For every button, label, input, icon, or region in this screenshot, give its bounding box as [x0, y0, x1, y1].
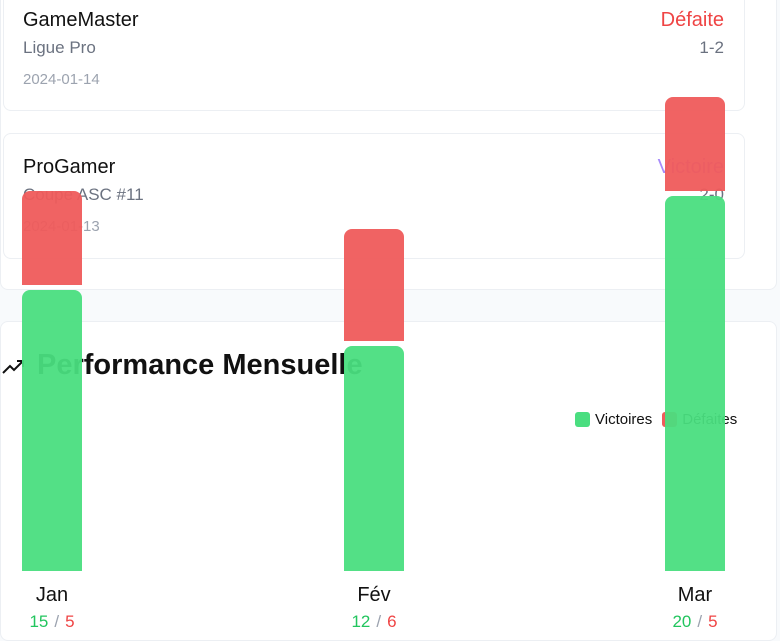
separator: / — [54, 612, 60, 631]
wins-count: 12 — [351, 612, 371, 631]
bar-wins — [344, 346, 404, 571]
bar-wins — [665, 196, 725, 571]
event: Ligue Pro — [23, 38, 96, 57]
bar-losses — [344, 228, 404, 341]
wins-count: 20 — [672, 612, 692, 631]
losses-count: 6 — [387, 612, 397, 631]
month-label: Mar — [677, 584, 713, 606]
score: 1-2 — [699, 38, 724, 57]
month-label: Jan — [35, 584, 69, 606]
separator: / — [376, 612, 382, 631]
legend-label: Victoires — [595, 411, 653, 428]
month-label: Fév — [357, 584, 391, 606]
section-title: Performance Mensuelle — [37, 349, 363, 381]
wins-count: 15 — [29, 612, 49, 631]
opponent: GameMaster — [23, 9, 139, 31]
bar-losses — [22, 191, 82, 285]
bar-losses — [665, 97, 725, 191]
legend-item: Victoires — [575, 411, 652, 428]
opponent: ProGamer — [23, 156, 116, 178]
losses-count: 5 — [65, 612, 75, 631]
result: Défaite — [660, 9, 724, 31]
separator: / — [697, 612, 703, 631]
legend-swatch — [575, 412, 590, 427]
match-card[interactable] — [3, 0, 745, 111]
month-record: 12 / 6 — [324, 612, 424, 632]
bar-wins — [22, 289, 82, 571]
month-record: 15 / 5 — [2, 612, 102, 632]
date: 2024-01-14 — [23, 71, 100, 88]
month-record: 20 / 5 — [645, 612, 745, 632]
losses-count: 5 — [708, 612, 718, 631]
